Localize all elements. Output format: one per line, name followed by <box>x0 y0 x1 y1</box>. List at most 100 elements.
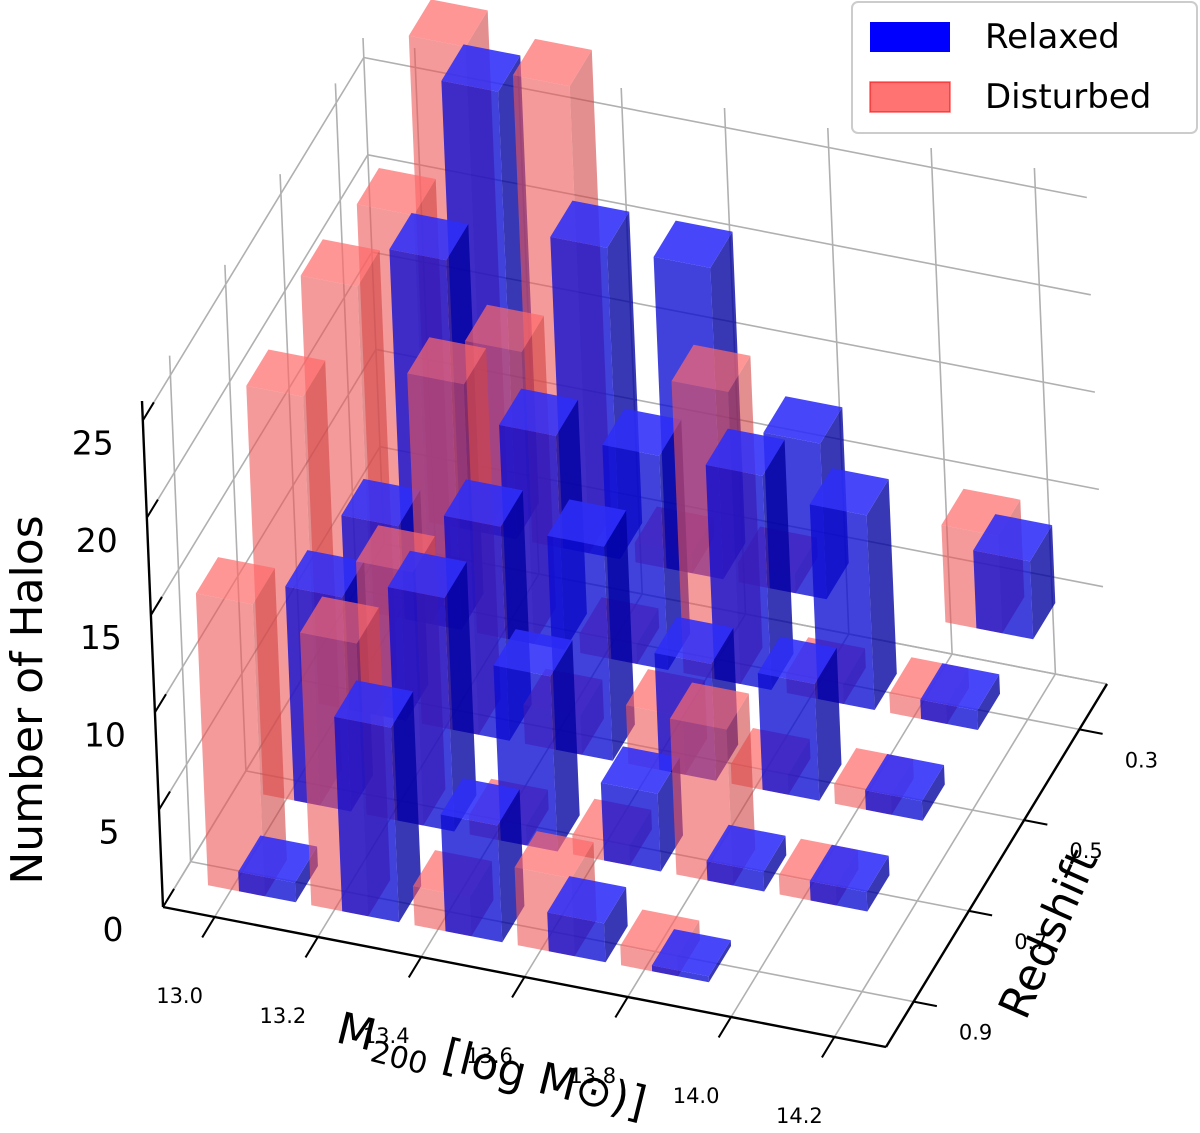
legend-label-relaxed: Relaxed <box>985 17 1120 57</box>
bar-top-face <box>705 428 785 476</box>
x-axis-label-sub: 200 <box>367 1034 431 1082</box>
bar-top-face <box>653 220 733 268</box>
bar-front-face <box>334 716 400 923</box>
bar-top-face <box>334 680 414 728</box>
bar-top-face <box>600 746 680 794</box>
bar-disturbed-13.01-z0.9 <box>195 557 287 897</box>
bar-side-face <box>866 855 890 912</box>
bar-top-face <box>706 824 786 873</box>
bar-top-face <box>464 304 544 353</box>
bar-front-face <box>809 881 868 912</box>
y-tick-mark <box>913 1000 938 1008</box>
bar-relaxed-13.67-z0.9 <box>547 876 628 963</box>
z-tick-mark <box>158 791 171 811</box>
bar-top-face <box>757 636 837 684</box>
z-tick-mark <box>150 596 163 616</box>
z-tick-mark <box>145 499 159 519</box>
x-tick-label: 14.0 <box>673 1084 720 1108</box>
bar-front-face <box>920 699 978 730</box>
bar-top-face <box>865 754 944 802</box>
y-tick-label: 0.3 <box>1125 748 1158 772</box>
x-tick-label: 13.4 <box>363 1024 410 1048</box>
bar-top-face <box>387 550 467 598</box>
z-tick-label: 15 <box>80 618 122 657</box>
z-tick-label: 0 <box>103 910 124 949</box>
x-tick-mark <box>407 956 423 978</box>
legend-swatch-disturbed <box>869 81 951 113</box>
x-tick-mark <box>201 916 216 938</box>
y-tick-label: 0.5 <box>1069 839 1102 863</box>
x-tick-label: 13.2 <box>260 1004 307 1028</box>
bar-side-face <box>252 568 287 897</box>
side-grid-line <box>168 355 192 862</box>
bar-side-face <box>604 510 635 761</box>
bar-relaxed-13.87-z0.5 <box>757 636 842 801</box>
bar-side-face <box>866 479 897 710</box>
bar-top-face <box>602 408 682 456</box>
legend-label-disturbed: Disturbed <box>985 77 1151 117</box>
x-axis-label-rest: [log M⊙)] <box>424 1026 651 1129</box>
bar-front-face <box>600 782 661 872</box>
bar-top-face <box>246 349 326 397</box>
bar-side-face <box>444 561 477 832</box>
bar-top-face <box>300 239 380 287</box>
bar-top-face <box>809 468 889 516</box>
y-tick-label: 0.7 <box>1014 930 1047 954</box>
bar-front-face <box>865 790 923 821</box>
bar-top-face <box>809 844 889 893</box>
side-grid-line <box>146 154 369 519</box>
bar-top-face <box>408 0 488 47</box>
x-tick-mark <box>614 996 629 1018</box>
bar-top-face <box>195 557 275 605</box>
z-tick-mark <box>154 693 167 713</box>
bar-side-face <box>763 835 787 892</box>
z-tick-label: 25 <box>72 424 114 463</box>
x-tick-label: 13.6 <box>466 1044 513 1068</box>
bar-side-face <box>977 674 1000 730</box>
z-tick-label: 20 <box>76 521 118 560</box>
bar-front-face <box>706 861 765 892</box>
bar-front-face <box>440 814 503 943</box>
y-tick-label: 0.9 <box>959 1021 992 1045</box>
side-grid-line <box>142 57 365 421</box>
axes-layer: 13.0 13.2 13.4 13.6 13.8 14.0 14.2 0.3 0.5 0.7 0.9… <box>72 400 1158 1128</box>
bar-side-face <box>814 647 842 801</box>
x-tick-mark <box>304 936 319 958</box>
bar-top-face <box>547 876 627 924</box>
y-tick-mark <box>968 909 993 917</box>
bar-top-face <box>669 682 749 730</box>
bar-side-face <box>708 940 731 983</box>
bar-top-face <box>651 929 731 977</box>
bar-top-face <box>285 550 365 598</box>
legend: Relaxed Disturbed <box>851 1 1198 134</box>
bar-side-face <box>391 691 422 923</box>
bar-front-face <box>973 550 1034 640</box>
z-tick-label: 10 <box>84 715 126 754</box>
bar-top-face <box>493 629 573 677</box>
bar-top-face <box>341 478 421 527</box>
bar-relaxed-14.07-z0.7 <box>809 844 890 912</box>
bar-side-face <box>550 640 580 852</box>
bar-top-face <box>547 499 627 547</box>
bar-front-face <box>238 871 296 903</box>
y-tick-mark <box>1023 819 1048 826</box>
bar-relaxed-14.07-z0.1 <box>973 514 1056 640</box>
bar-front-face <box>757 673 820 801</box>
bar-top-face <box>440 778 520 826</box>
bar-top-face <box>550 200 630 248</box>
z-axis-label: Number of Halos <box>2 515 53 884</box>
y-axis-line <box>884 683 1109 1048</box>
x-axis-label: M200 [log M⊙)] <box>330 1003 651 1133</box>
bar-side-face <box>1030 525 1056 640</box>
z-tick-label: 5 <box>99 813 120 852</box>
bar-top-face <box>514 831 594 879</box>
bars-layer <box>195 0 1056 983</box>
z-axis-line <box>140 400 165 908</box>
bar-top-face <box>441 44 521 92</box>
bar-top-face <box>973 514 1053 562</box>
x-tick-mark <box>511 976 526 998</box>
bar-top-face <box>763 396 843 444</box>
bar-front-face <box>195 593 265 897</box>
